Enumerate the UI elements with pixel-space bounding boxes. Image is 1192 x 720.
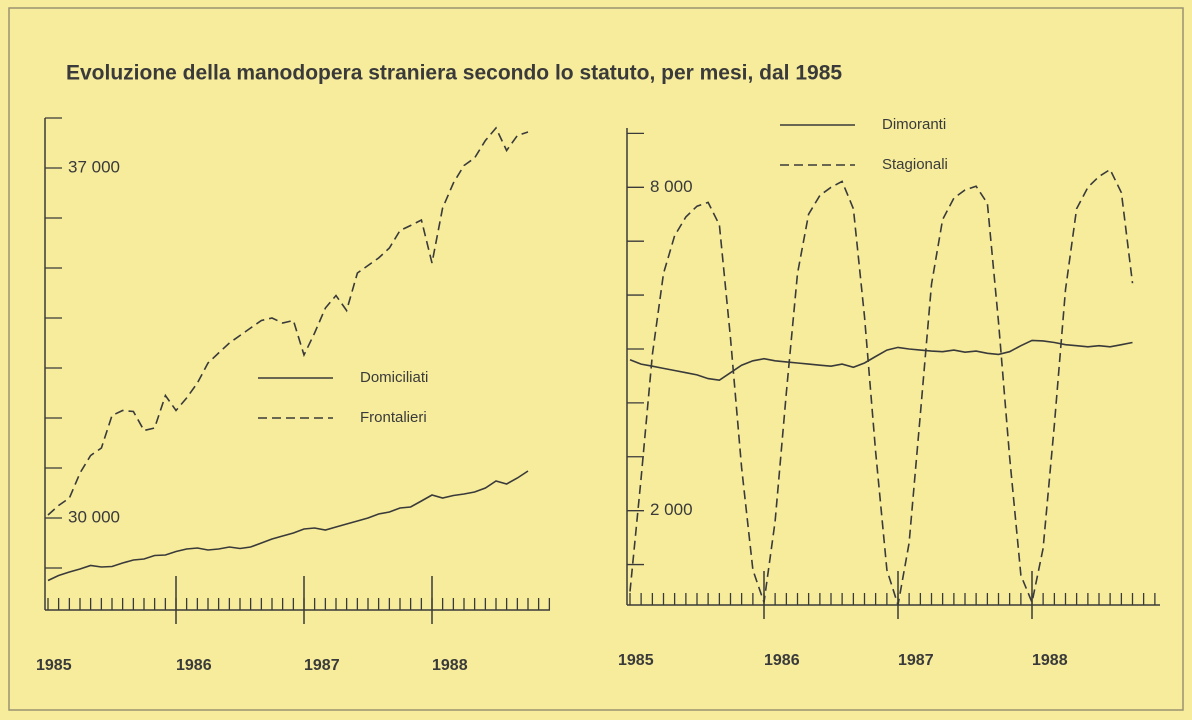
y-tick-label: 2 000 [650,500,693,519]
x-tick-label: 1986 [176,657,212,674]
series-line [47,126,529,516]
y-tick-label: 37 000 [68,157,120,176]
series-line [629,168,1134,606]
x-tick-label: 1988 [432,657,468,674]
y-tick-label: 30 000 [68,507,120,526]
legend-label: Stagionali [882,156,948,173]
figure-title: Evoluzione della manodopera straniera se… [66,62,842,85]
x-tick-label: 1985 [618,652,654,669]
x-tick-label: 1987 [304,657,340,674]
frame [8,7,1184,711]
y-tick-label: 8 000 [650,177,693,196]
x-tick-label: 1988 [1032,652,1068,669]
x-tick-label: 1987 [898,652,934,669]
legend-label: Dimoranti [882,116,946,133]
legend-label: Domiciliati [360,369,428,386]
series-line [629,339,1133,382]
x-tick-label: 1986 [764,652,800,669]
x-tick-label: 1985 [36,657,72,674]
series-line [47,470,529,582]
legend-label: Frontalieri [360,409,427,426]
